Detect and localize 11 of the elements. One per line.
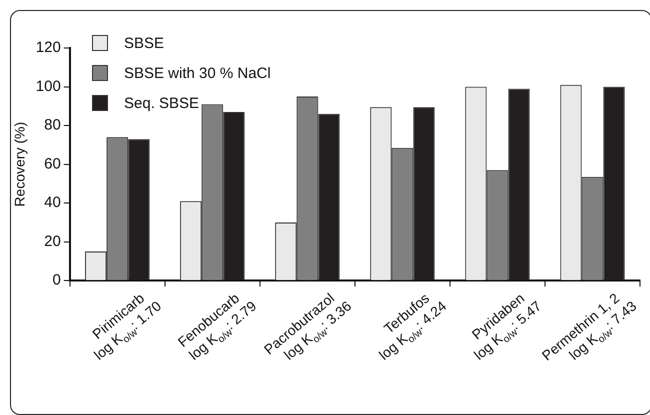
legend-label: SBSE with 30 % NaCl bbox=[124, 64, 271, 82]
y-axis-title: Recovery (%) bbox=[11, 122, 28, 207]
legend-label: Seq. SBSE bbox=[124, 94, 200, 112]
y-tick-label: 60 bbox=[44, 155, 61, 172]
y-tick-label: 80 bbox=[44, 116, 61, 134]
y-tick-label: 20 bbox=[44, 232, 61, 250]
legend-label: SBSE bbox=[124, 34, 164, 52]
y-tick-label: 0 bbox=[52, 272, 61, 289]
y-tick-label: 120 bbox=[36, 39, 61, 56]
y-tick-label: 40 bbox=[44, 194, 61, 212]
y-tick-label: 100 bbox=[36, 78, 61, 95]
